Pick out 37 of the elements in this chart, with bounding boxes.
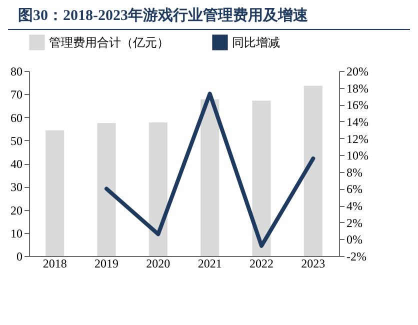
y-tick-label: 50 (10, 134, 22, 148)
y2-tick-label: 8% (346, 165, 362, 180)
bar (304, 86, 322, 256)
y-tick-label: 10 (10, 226, 22, 240)
y-tick-label: 60 (10, 110, 22, 125)
bar (200, 99, 220, 256)
y-tick-label: 30 (10, 180, 22, 194)
bar (97, 123, 116, 256)
y-tick-label: 40 (10, 157, 22, 171)
y2-tick-label: 12% (346, 132, 368, 146)
y2-tick-label: 6% (346, 182, 362, 196)
line-series (104, 92, 316, 248)
x-tick-label: 2020 (146, 256, 170, 270)
y-tick-label: 20 (10, 203, 22, 218)
bar (148, 122, 168, 256)
y-tick-label: 80 (10, 64, 22, 78)
x-tick-label: 2022 (250, 256, 274, 270)
y-tick-label: 0 (16, 250, 22, 264)
y2-tick-label: 4% (346, 199, 362, 214)
x-tick-label: 2019 (94, 256, 118, 270)
x-tick-label: 2021 (198, 256, 222, 270)
y2-tick-label: 20% (346, 64, 368, 78)
x-tick-label: 2018 (42, 256, 67, 270)
y2-tick-label: 16% (346, 98, 368, 112)
bar (46, 130, 64, 256)
y2-tick-label: 0% (346, 232, 362, 247)
bar (252, 100, 271, 256)
legend-label: 管理费用合计（亿元） (49, 35, 169, 50)
y-tick-label: 70 (10, 88, 22, 102)
y2-tick-label: 10% (346, 148, 368, 163)
x-tick-label: 2023 (301, 256, 326, 270)
y2-tick-label: -2% (346, 250, 366, 264)
y2-tick-label: 14% (346, 114, 368, 129)
chart-title: 图30：2018-2023年游戏行业管理费用及增速 (8, 0, 410, 30)
y2-tick-label: 2% (346, 216, 362, 230)
y2-tick-label: 18% (346, 81, 368, 96)
legend-label: 同比增减 (232, 35, 280, 50)
